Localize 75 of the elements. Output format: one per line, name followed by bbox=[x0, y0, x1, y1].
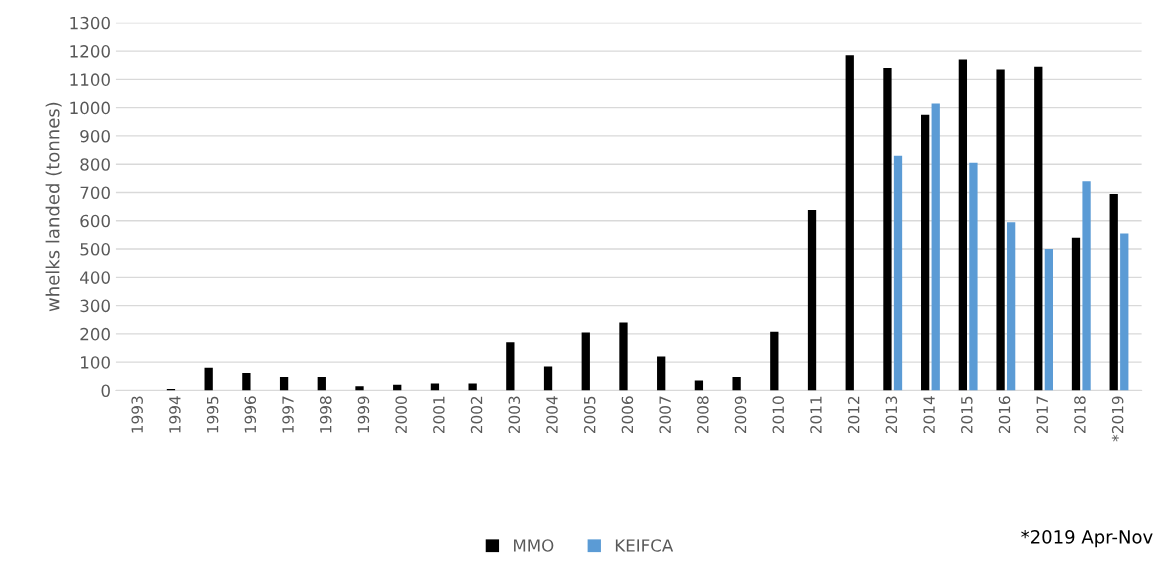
bar bbox=[355, 386, 364, 391]
x-tick-label: *2019 bbox=[1111, 396, 1124, 442]
bar bbox=[807, 210, 817, 391]
x-tick-label: 2012 bbox=[847, 396, 860, 434]
x-tick-label: 2010 bbox=[772, 396, 785, 434]
x-tick-label: 1995 bbox=[206, 396, 219, 433]
y-tick-label: 900 bbox=[80, 129, 110, 143]
bar bbox=[204, 367, 213, 391]
x-tick-label: 1994 bbox=[169, 396, 181, 433]
x-tick-label: 2005 bbox=[583, 396, 596, 434]
x-tick-label: 2002 bbox=[470, 396, 483, 434]
x-tick-label: 2003 bbox=[508, 396, 521, 434]
x-tick-label: 2006 bbox=[621, 396, 634, 434]
bar bbox=[543, 366, 553, 391]
y-tick-label: 1000 bbox=[70, 101, 110, 115]
bar bbox=[1109, 193, 1118, 391]
y-tick-label: 0 bbox=[101, 384, 110, 398]
x-tick-label: 2017 bbox=[1036, 396, 1048, 434]
y-tick-label: 1200 bbox=[70, 45, 110, 58]
text: *2019 Apr-Nov bbox=[1021, 530, 1153, 548]
y-tick-label: 1300 bbox=[70, 16, 110, 30]
x-tick-label: 2007 bbox=[659, 396, 671, 434]
bar bbox=[430, 383, 440, 391]
y-tick-label: 1100 bbox=[70, 73, 110, 86]
x-tick-label: 1998 bbox=[319, 396, 332, 433]
bar bbox=[969, 162, 978, 391]
bar bbox=[883, 68, 892, 391]
bar bbox=[893, 155, 903, 391]
x-tick-label: 1997 bbox=[282, 396, 294, 433]
x-tick-label: 2001 bbox=[433, 396, 445, 434]
x-tick-label: 2016 bbox=[998, 396, 1011, 434]
bar bbox=[732, 376, 741, 391]
bar bbox=[1071, 237, 1081, 391]
bar bbox=[770, 331, 779, 391]
bar bbox=[1034, 66, 1043, 391]
x-tick-label: 1999 bbox=[357, 396, 370, 433]
bar bbox=[1006, 222, 1016, 391]
bar bbox=[317, 376, 326, 391]
legend-label: KEIFCA bbox=[615, 539, 674, 552]
x-tick-label: 2009 bbox=[734, 396, 747, 434]
bar bbox=[958, 59, 968, 391]
y-tick-label: 100 bbox=[81, 356, 110, 369]
bar bbox=[242, 372, 251, 391]
x-tick-label: 1996 bbox=[244, 396, 257, 433]
bar bbox=[1044, 249, 1053, 391]
x-tick-label: 2015 bbox=[961, 396, 973, 434]
bar bbox=[581, 332, 590, 391]
x-tick-label: 2018 bbox=[1074, 396, 1086, 434]
y-tick-label: 700 bbox=[80, 186, 110, 200]
y-tick-label: 300 bbox=[80, 299, 110, 313]
y-axis-title: whelks landed (tonnes) bbox=[45, 102, 62, 312]
bar bbox=[657, 356, 666, 391]
x-tick-label: 2013 bbox=[885, 396, 898, 434]
bar bbox=[931, 103, 940, 391]
legend-label: MMO bbox=[514, 539, 554, 552]
y-tick-label: 600 bbox=[80, 214, 110, 228]
y-tick-label: 500 bbox=[80, 243, 110, 256]
bar bbox=[996, 69, 1005, 391]
y-tick-label: 800 bbox=[80, 158, 110, 171]
bar bbox=[1120, 233, 1129, 391]
bar bbox=[1082, 181, 1091, 391]
x-tick-label: 1993 bbox=[131, 396, 143, 433]
x-tick-label: 2014 bbox=[923, 396, 935, 434]
bar bbox=[619, 322, 628, 391]
bar bbox=[921, 114, 930, 391]
x-tick-label: 2008 bbox=[697, 396, 709, 434]
x-tick-label: 2000 bbox=[395, 396, 407, 434]
y-tick-label: 400 bbox=[80, 271, 110, 284]
x-tick-label: 2011 bbox=[810, 396, 822, 434]
x-tick-label: 2004 bbox=[546, 396, 558, 434]
bar bbox=[468, 383, 477, 391]
y-tick-label: 200 bbox=[80, 327, 110, 341]
bar bbox=[279, 376, 289, 391]
bar bbox=[845, 55, 854, 391]
bar bbox=[506, 342, 515, 391]
